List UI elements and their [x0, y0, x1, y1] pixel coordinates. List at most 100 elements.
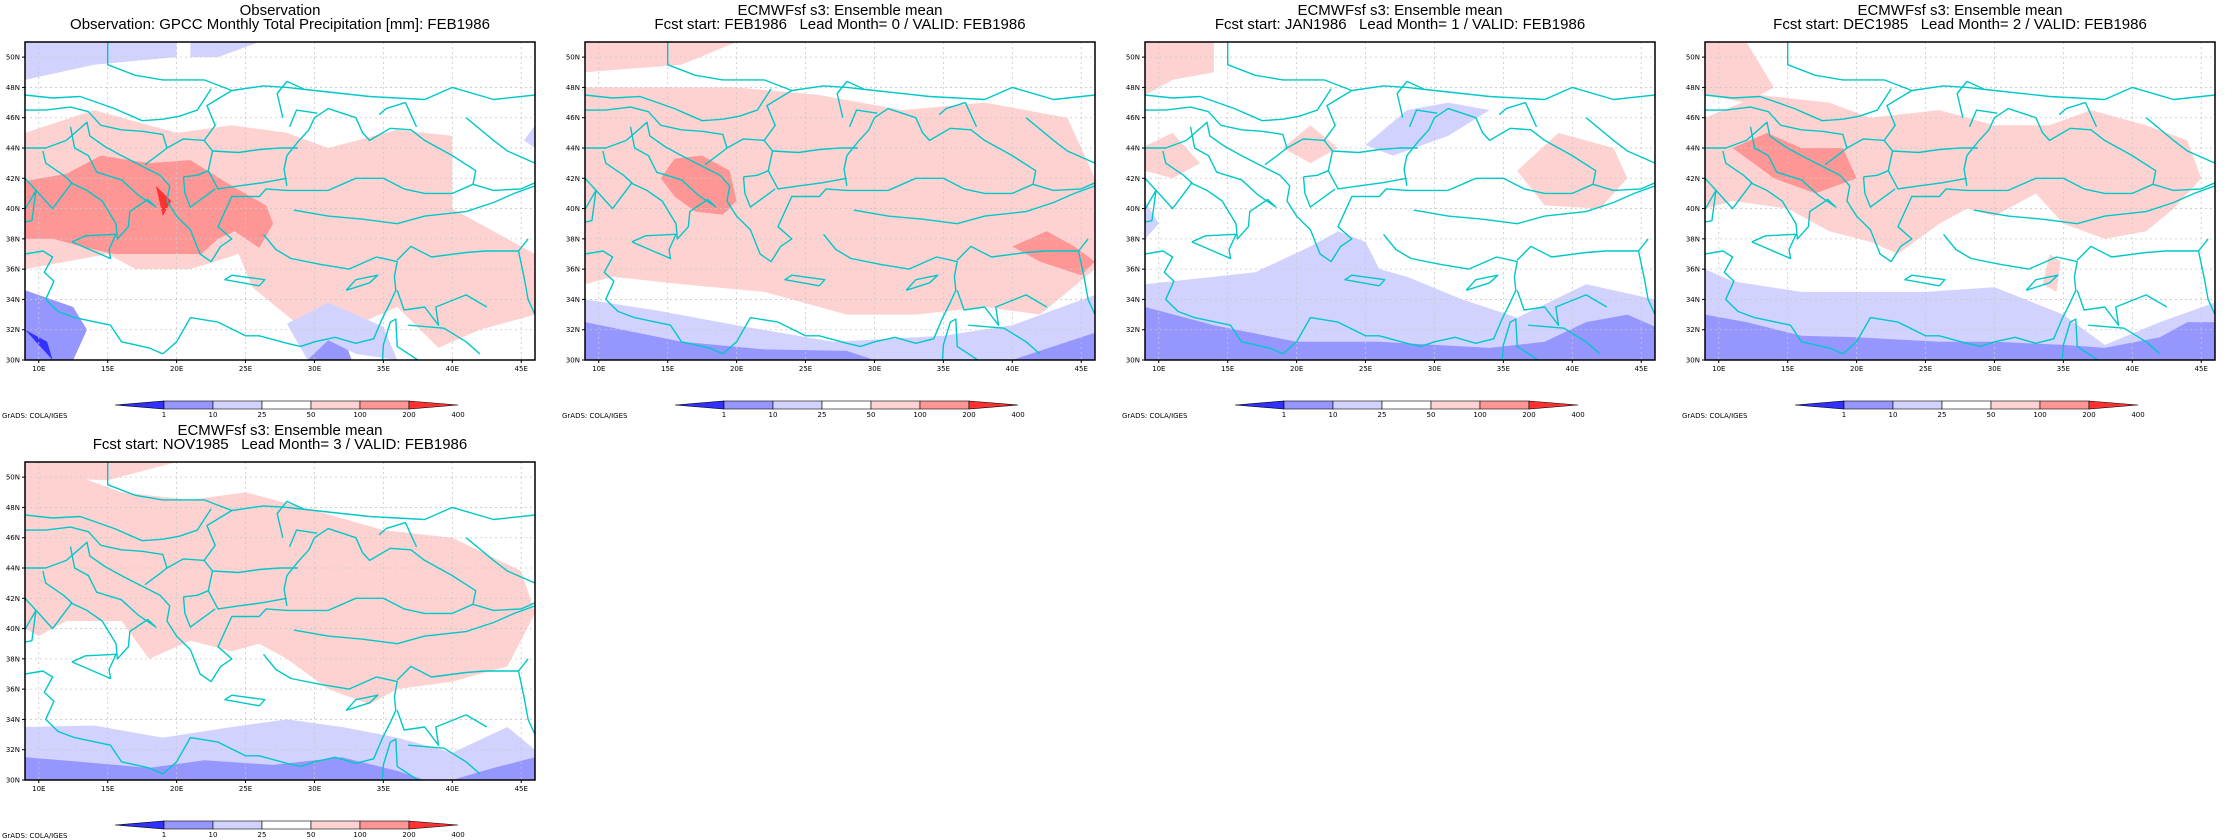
coastline [585, 88, 772, 122]
lon-label: 20E [1290, 365, 1303, 373]
coastline [1145, 107, 1597, 263]
colorbar-swatch [1843, 400, 1894, 410]
colorbar-label: 100 [353, 831, 366, 839]
coastline [853, 185, 1095, 225]
lat-label: 46N [1686, 114, 1700, 122]
colorbar-swatch [163, 820, 214, 830]
colorbar-label: 200 [2082, 411, 2095, 419]
lat-label: 50N [1686, 54, 1700, 62]
colorbar-swatch [1990, 400, 2041, 410]
coastline [25, 609, 37, 643]
precip-shading [1365, 102, 1490, 156]
lat-label: 42N [6, 175, 20, 183]
coastline [69, 546, 157, 660]
coastline [1528, 324, 1601, 355]
colorbar-label: 100 [913, 411, 926, 419]
coastline [1302, 176, 1336, 208]
precip-shading [1517, 132, 1628, 209]
colorbar-label: 25 [258, 831, 267, 839]
lat-label: 40N [6, 205, 20, 213]
colorbar-label: 50 [307, 411, 316, 419]
colorbar-swatch [310, 400, 361, 410]
coastline [25, 250, 164, 355]
coastline [1585, 117, 1655, 164]
colorbar-swatch [114, 400, 165, 410]
colorbar-swatch [1332, 400, 1383, 410]
precip-shading [1012, 332, 1095, 360]
coastline [71, 653, 117, 680]
lon-label: 40E [446, 365, 459, 373]
colorbar-swatch [408, 400, 459, 410]
lon-label: 40E [446, 785, 459, 793]
lat-label: 40N [6, 625, 20, 633]
coastline [1887, 170, 1968, 190]
lon-label: 25E [239, 785, 252, 793]
coastline [905, 274, 939, 291]
lat-label: 30N [566, 357, 580, 365]
precip-shading [25, 757, 425, 780]
coastline [381, 738, 419, 780]
colorbar: 1 10 25 50 100 200 400 [1794, 400, 2145, 419]
lon-label: 30E [308, 785, 321, 793]
coastline [1501, 318, 1539, 360]
lat-label: 34N [1686, 296, 1700, 304]
panel-subtitle: Observation: GPCC Monthly Total Precipit… [70, 16, 490, 33]
coastline [224, 694, 266, 707]
colorbar-swatch [772, 400, 823, 410]
coastline [224, 274, 266, 287]
coastline [836, 80, 864, 118]
map-panel-1: Observation Observation: GPCC Monthly Tot… [0, 0, 560, 420]
lat-label: 34N [6, 296, 20, 304]
coastline [345, 274, 379, 291]
coastline [2025, 274, 2059, 291]
colorbar-label: 400 [2131, 411, 2144, 419]
colorbar-label: 100 [353, 411, 366, 419]
coastline [71, 233, 117, 260]
coastline [293, 605, 535, 645]
colorbar: 1 10 25 50 100 200 400 [1234, 400, 1585, 419]
coastline [162, 653, 398, 775]
panel-title: ECMWFsf s3: Ensemble mean [1857, 2, 2063, 19]
lat-label: 34N [566, 296, 580, 304]
colorbar-label: 1 [722, 411, 726, 419]
colorbar-label: 10 [769, 411, 778, 419]
coastline [276, 500, 304, 538]
lon-label: 40E [2126, 365, 2139, 373]
lon-label: 45E [515, 785, 528, 793]
precip-shading [452, 757, 535, 780]
lon-label: 15E [1221, 365, 1234, 373]
lat-label: 44N [566, 145, 580, 153]
coastline [1705, 88, 1892, 122]
lat-label: 30N [6, 777, 20, 785]
lon-label: 30E [308, 365, 321, 373]
lat-label: 44N [1126, 145, 1140, 153]
lat-label: 48N [1686, 84, 1700, 92]
coastline [25, 106, 102, 126]
coastline [2061, 318, 2099, 360]
colorbar: 1 10 25 50 100 200 400 [674, 400, 1025, 419]
colorbar-label: 100 [2033, 411, 2046, 419]
coastline [1842, 233, 2078, 355]
coastline [585, 250, 724, 355]
coastline [629, 126, 717, 240]
lat-label: 46N [1126, 114, 1140, 122]
map-panel-4: ECMWFsf s3: Ensemble mean Fcst start: DEC… [1680, 0, 2240, 420]
coastline [25, 526, 102, 546]
coastline [666, 42, 1095, 101]
coastline [1189, 126, 1277, 240]
lon-label: 45E [2195, 365, 2208, 373]
coastline [396, 710, 488, 746]
coastline [408, 744, 481, 775]
coastline [212, 567, 298, 574]
lon-label: 15E [101, 365, 114, 373]
coastline [472, 602, 535, 612]
lat-label: 50N [1126, 54, 1140, 62]
lat-label: 46N [6, 534, 20, 542]
lon-label: 30E [1428, 365, 1441, 373]
coastline [1465, 274, 1499, 291]
coastline [1191, 233, 1237, 260]
coastline [848, 109, 878, 128]
lat-label: 30N [1686, 357, 1700, 365]
precip-map: 50N 48N 46N 44N 42N 40N 38N 36N 34N 32N 30N 10E 15E 2… [6, 41, 536, 419]
coastline [1145, 106, 1222, 126]
